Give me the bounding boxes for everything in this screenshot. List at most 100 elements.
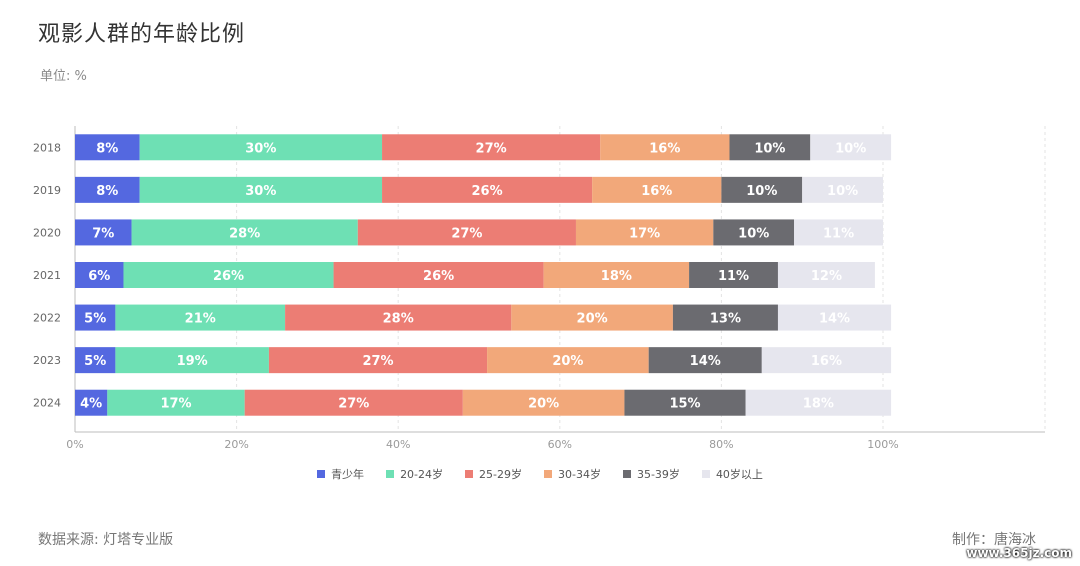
legend-label: 20-24岁 (400, 468, 444, 481)
bar-segment (75, 219, 132, 246)
bar-segment (721, 176, 803, 203)
bar-segment (333, 262, 544, 288)
bar-segment (123, 262, 334, 288)
legend-swatch (544, 470, 552, 478)
unit-label: 单位: % (40, 69, 87, 84)
y-tick-label: 2023 (33, 354, 61, 367)
data-label: 5% (84, 312, 106, 327)
site-watermark: www.365jz.com (966, 546, 1072, 560)
legend-swatch (386, 470, 395, 478)
chart-title: 观影人群的年龄比例 (38, 22, 246, 47)
bar-segment (761, 347, 892, 374)
data-label: 10% (754, 141, 785, 156)
data-label: 26% (423, 269, 454, 284)
legend-item: 35-39岁 (622, 466, 680, 482)
data-label: 26% (213, 269, 244, 284)
data-label: 27% (451, 226, 482, 241)
data-label: 11% (718, 269, 749, 284)
data-label: 19% (177, 354, 208, 369)
legend-swatch (317, 470, 326, 478)
data-label: 30% (245, 141, 276, 156)
chart-legend: 青少年 20-24岁 25-29岁 30-34岁 35-39岁 40岁以上 (0, 466, 1080, 482)
data-label: 8% (96, 184, 118, 199)
bar-segment (745, 389, 892, 416)
y-tick-label: 2022 (33, 312, 61, 325)
bar-segment (713, 219, 795, 246)
legend-label: 青少年 (331, 468, 365, 481)
legend-label: 30-34岁 (558, 468, 601, 481)
x-tick-label: 100% (867, 438, 898, 451)
bar-segment (592, 176, 722, 203)
legend-swatch (622, 470, 631, 478)
bar-segment (810, 134, 892, 161)
data-label: 18% (803, 397, 834, 412)
data-label: 10% (738, 226, 769, 241)
data-label: 5% (84, 354, 106, 369)
legend-label: 35-39岁 (636, 468, 680, 481)
data-label: 20% (528, 397, 559, 412)
data-label: 30% (245, 184, 276, 199)
y-tick-label: 2019 (33, 184, 61, 197)
x-tick-label: 80% (709, 438, 733, 451)
data-label: 13% (710, 312, 741, 327)
legend-item: 25-29岁 (465, 466, 522, 482)
bar-segment (794, 219, 883, 246)
data-label: 20% (577, 312, 608, 327)
data-label: 16% (811, 354, 842, 369)
legend-item: 40岁以上 (701, 466, 763, 482)
bar-segment (115, 304, 286, 331)
bar-segment (115, 347, 269, 374)
data-label: 28% (229, 226, 260, 241)
data-label: 6% (88, 269, 110, 284)
bar-segment (672, 304, 778, 331)
y-tick-label: 2020 (33, 226, 61, 239)
data-label: 14% (819, 312, 850, 327)
data-label: 14% (690, 354, 721, 369)
data-label: 15% (669, 397, 700, 412)
author-credit: 制作：唐海冰 (952, 532, 1036, 548)
y-tick-label: 2024 (33, 397, 61, 410)
bar-segment (75, 176, 140, 203)
bar-segment (75, 389, 108, 416)
bar-segment (462, 389, 625, 416)
x-tick-label: 40% (386, 438, 410, 451)
legend-item: 20-24岁 (386, 466, 443, 482)
bar-segment (624, 389, 746, 416)
bar-segment (689, 262, 778, 288)
legend-swatch (465, 470, 474, 478)
data-label: 7% (92, 226, 114, 241)
data-label: 10% (746, 184, 777, 199)
bar-segment (107, 389, 245, 416)
bar-segment (244, 389, 463, 416)
x-tick-label: 60% (548, 438, 572, 451)
bar-segment (75, 304, 116, 331)
bar-segment (777, 304, 892, 331)
data-label: 12% (811, 269, 842, 284)
bar-segment (729, 134, 811, 161)
x-tick-label: 0% (66, 438, 83, 451)
data-label: 11% (823, 226, 854, 241)
data-label: 16% (641, 184, 672, 199)
data-label: 8% (96, 141, 118, 156)
bar-segment (648, 347, 762, 374)
bar-segment (487, 347, 649, 374)
data-label: 27% (338, 397, 369, 412)
bar-segment (75, 262, 124, 288)
bar-segment (357, 219, 576, 246)
data-label: 26% (472, 184, 503, 199)
bar-segment (511, 304, 673, 331)
bar-segment (139, 134, 383, 161)
legend-item: 30-34岁 (544, 466, 601, 482)
data-label: 28% (383, 312, 414, 327)
data-label: 4% (80, 397, 102, 412)
bar-segment (75, 347, 116, 374)
bar-segment (139, 176, 383, 203)
data-label: 21% (185, 312, 216, 327)
bar-segment (575, 219, 714, 246)
legend-label: 40岁以上 (715, 468, 763, 481)
bar-segment (75, 134, 140, 161)
bar-segment (268, 347, 488, 374)
data-label: 27% (362, 354, 393, 369)
data-label: 10% (835, 141, 866, 156)
